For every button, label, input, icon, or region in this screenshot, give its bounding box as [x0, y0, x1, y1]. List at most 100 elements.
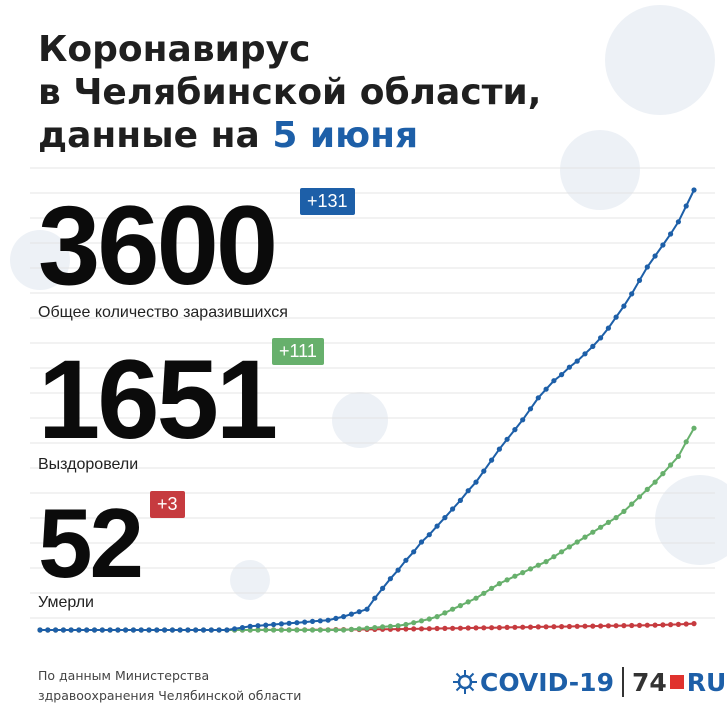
data-point [450, 606, 456, 612]
data-point [644, 622, 650, 628]
data-point [668, 622, 674, 628]
data-point [520, 417, 526, 423]
data-point [566, 364, 573, 370]
data-point [496, 446, 502, 452]
brand-separator [621, 667, 624, 697]
data-point [605, 519, 612, 526]
data-point [286, 627, 292, 633]
data-point [364, 625, 370, 631]
data-point [636, 277, 643, 283]
data-point [364, 606, 370, 612]
data-point [348, 626, 354, 633]
data-point [442, 625, 448, 632]
data-point [504, 624, 510, 631]
data-point [652, 622, 658, 628]
data-point [590, 529, 596, 535]
data-point [551, 378, 557, 384]
recovered-delta-badge: +111 [272, 338, 324, 365]
title-line-1: Коронавирус [38, 29, 311, 70]
data-point [496, 581, 502, 587]
data-point [434, 625, 440, 632]
data-point [652, 253, 658, 259]
data-point [582, 534, 588, 540]
data-point [247, 627, 253, 633]
data-point [457, 625, 463, 631]
title-line-3: данные на 5 июня [38, 114, 541, 157]
data-point [660, 242, 666, 248]
data-point [481, 625, 487, 631]
data-point [442, 610, 448, 616]
source-note: По данным Министерства здравоохранения Ч… [38, 666, 301, 706]
data-point [68, 627, 74, 633]
data-point [130, 627, 136, 633]
data-point [271, 621, 277, 628]
infected-label: Общее количество заразившихся [38, 304, 288, 321]
data-point [387, 576, 393, 582]
data-point [426, 626, 432, 632]
deaths-delta-badge: +3 [150, 491, 185, 518]
data-point [200, 627, 207, 633]
data-point [504, 436, 510, 442]
data-point [271, 627, 277, 633]
data-point [317, 627, 323, 633]
data-point [481, 590, 487, 596]
data-point [566, 623, 573, 630]
data-point [543, 559, 549, 565]
data-point [418, 618, 425, 624]
data-point [621, 623, 627, 629]
data-point [629, 501, 635, 507]
data-point [574, 539, 580, 545]
data-point [489, 457, 495, 463]
data-point [543, 386, 549, 392]
data-point [574, 358, 580, 364]
data-point [434, 614, 440, 620]
data-point [473, 479, 479, 485]
data-point [380, 585, 386, 592]
page-title: Коронавирус в Челябинской области, данны… [38, 28, 541, 157]
data-point [598, 335, 604, 341]
data-point [683, 203, 689, 209]
data-point [426, 532, 432, 538]
data-point [675, 453, 682, 459]
data-point [411, 620, 417, 626]
data-point [465, 599, 471, 605]
data-point [239, 625, 245, 631]
data-point [442, 515, 448, 521]
data-point [527, 406, 534, 412]
data-point [512, 573, 518, 579]
data-point [341, 627, 347, 633]
recovered-count: 1651 [38, 337, 278, 462]
data-point [395, 623, 401, 629]
data-point [598, 623, 604, 629]
data-point [605, 623, 612, 629]
chart-series [37, 187, 697, 633]
data-point [535, 624, 541, 630]
data-point [621, 508, 627, 514]
data-point [372, 625, 378, 631]
data-point [208, 627, 214, 633]
data-point [644, 264, 650, 270]
stat-deaths: 52 Умерли [38, 494, 144, 612]
data-point [99, 627, 105, 633]
data-point [333, 615, 339, 622]
data-point [348, 611, 354, 617]
stat-infected: 3600 Общее количество заразившихся [38, 190, 288, 322]
data-point [356, 609, 362, 615]
brand-red-square [669, 675, 684, 689]
data-point [91, 627, 98, 633]
data-point [520, 570, 526, 576]
data-point [629, 291, 635, 297]
title-date: 5 июня [272, 115, 419, 156]
data-point [84, 627, 90, 633]
data-point [574, 623, 580, 629]
data-point [551, 554, 557, 560]
data-point [636, 622, 643, 629]
source-line-2: здравоохранения Челябинской области [38, 688, 302, 703]
data-point [559, 624, 565, 630]
infected-count: 3600 [38, 183, 278, 308]
data-point [535, 395, 541, 401]
chart-grid [30, 167, 715, 619]
data-point [146, 627, 152, 633]
data-point [162, 627, 168, 633]
data-point [255, 623, 261, 629]
